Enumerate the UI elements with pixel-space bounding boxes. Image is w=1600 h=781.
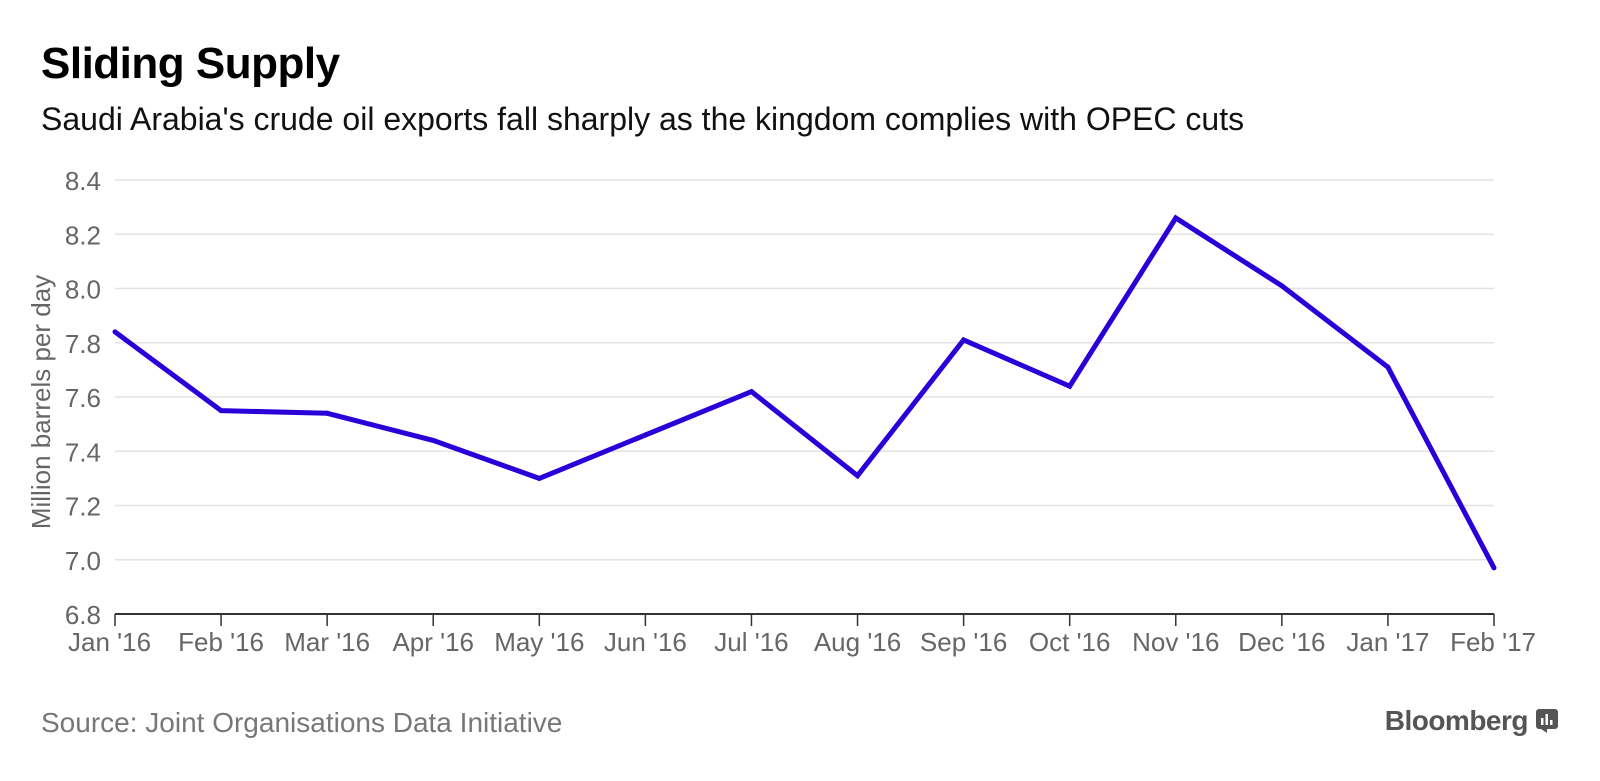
x-tick-label: Dec '16: [1238, 627, 1325, 657]
x-tick-label: May '16: [494, 627, 584, 657]
y-tick-label: 7.8: [65, 329, 101, 359]
data-point: [1279, 283, 1285, 289]
data-point: [430, 437, 436, 443]
x-tick-label: Nov '16: [1132, 627, 1219, 657]
y-tick-label: 8.0: [65, 275, 101, 305]
x-tick-label: Sep '16: [920, 627, 1007, 657]
x-tick-label: Jan '16: [68, 627, 151, 657]
x-tick-label: Feb '16: [178, 627, 264, 657]
data-point: [1067, 383, 1073, 389]
data-point: [112, 329, 118, 335]
data-point: [1173, 215, 1179, 221]
grid-layer: [115, 179, 1494, 561]
brand-logo-text: Bloomberg: [1384, 705, 1529, 736]
y-tick-label: 7.6: [65, 383, 101, 413]
y-tick-label: 7.2: [65, 492, 101, 522]
x-tick-label: Jan '17: [1346, 627, 1429, 657]
data-point: [536, 475, 542, 481]
bloomberg-terminal-icon: [1536, 709, 1558, 733]
data-point: [961, 337, 967, 343]
x-tick-label: Mar '16: [284, 627, 370, 657]
x-tick-label: Aug '16: [814, 627, 901, 657]
axis-layer: [114, 613, 1495, 626]
y-tick-label: 8.2: [65, 220, 101, 250]
chart-subtitle: Saudi Arabia's crude oil exports fall sh…: [41, 101, 1245, 137]
y-tick-label: 7.0: [65, 546, 101, 576]
y-tick-label: 6.8: [65, 600, 101, 630]
data-point: [324, 410, 330, 416]
y-tick-label: 7.4: [65, 437, 101, 467]
chart-title: Sliding Supply: [41, 39, 340, 88]
data-point: [855, 473, 861, 479]
data-point: [1385, 364, 1391, 370]
x-tick-label: Apr '16: [392, 627, 474, 657]
data-point: [748, 389, 754, 395]
line-layer: [112, 214, 1497, 571]
x-tick-label: Jul '16: [714, 627, 788, 657]
series-line: [113, 214, 1497, 570]
label-layer: 6.8 7.0 7.2 7.4 7.6 7.8 8.0 8.2 8.4 Jan '16 Feb '1…: [26, 166, 1536, 657]
x-tick-label: Oct '16: [1029, 627, 1111, 657]
y-tick-label: 8.4: [65, 166, 101, 196]
x-tick-label: Feb '17: [1450, 627, 1536, 657]
x-tick-label: Jun '16: [604, 627, 687, 657]
source-note: Source: Joint Organisations Data Initiat…: [41, 707, 563, 738]
data-point: [642, 432, 648, 438]
data-point: [1491, 565, 1497, 571]
y-axis-label: Million barrels per day: [26, 275, 56, 529]
line-chart: 6.8 7.0 7.2 7.4 7.6 7.8 8.0 8.2 8.4 Jan '16 Feb '1…: [26, 166, 1536, 657]
data-point: [218, 408, 224, 414]
